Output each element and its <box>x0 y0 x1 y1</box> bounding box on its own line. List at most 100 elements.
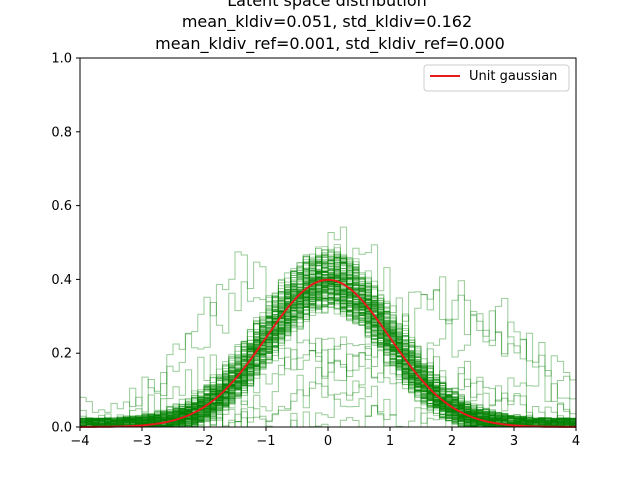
histogram-step-line <box>80 251 576 428</box>
histogram-step-line <box>80 256 577 428</box>
histogram-step-line <box>79 274 577 428</box>
histogram-step-line-outlier <box>79 251 577 428</box>
histogram-step-line-outlier <box>80 349 577 428</box>
histogram-step-line <box>79 274 577 428</box>
histogram-step-line <box>79 268 577 428</box>
histogram-step-line <box>79 278 577 428</box>
histogram-step-line <box>80 282 576 428</box>
x-tick-label: −2 <box>194 434 213 449</box>
histogram-step-line <box>79 254 576 428</box>
plot-area <box>80 58 576 427</box>
histogram-step-line <box>80 256 577 428</box>
histogram-step-line <box>80 272 577 428</box>
histogram-step-line <box>80 254 576 428</box>
legend-box <box>423 64 570 92</box>
histogram-step-line <box>80 283 576 428</box>
histogram-step-line <box>79 255 577 428</box>
histogram-step-line <box>79 280 577 428</box>
histogram-step-line <box>80 274 577 428</box>
histogram-step-line <box>80 257 576 428</box>
histogram-step-line <box>80 254 577 428</box>
histogram-step-line <box>79 280 576 428</box>
histogram-step-line <box>80 262 576 428</box>
histogram-step-line <box>79 282 577 428</box>
histogram-step-line <box>80 275 576 428</box>
y-tick-label: 0.6 <box>51 199 72 214</box>
title-line-3: mean_kldiv_ref=0.001, std_kldiv_ref=0.00… <box>155 34 505 54</box>
histogram-step-line <box>79 285 576 428</box>
x-tick-label: −3 <box>132 434 151 449</box>
histogram-step-line <box>79 262 577 428</box>
x-tick-label: 0 <box>324 434 332 449</box>
histogram-step-line <box>79 276 576 428</box>
histogram-step-line <box>79 275 576 428</box>
histogram-step-line <box>80 258 577 428</box>
histogram-step-line <box>79 268 577 428</box>
y-tick-label: 0.0 <box>51 421 72 436</box>
x-tick-label: 3 <box>510 434 518 449</box>
series-lines <box>79 278 577 428</box>
legend-label-unit-gaussian: Unit gaussian <box>469 69 557 84</box>
series-line-unit-gaussian <box>79 278 577 428</box>
histogram-step-line <box>80 248 576 428</box>
histogram-step-line <box>79 285 576 428</box>
histogram-step-line <box>80 277 576 428</box>
histogram-step-line <box>79 256 577 428</box>
title-line-2: mean_kldiv=0.051, std_kldiv=0.162 <box>182 12 472 32</box>
histogram-step-line <box>80 271 576 428</box>
histogram-step-line <box>79 271 576 428</box>
histogram-step-line <box>79 259 576 428</box>
histogram-step-line-outlier <box>79 333 577 428</box>
histogram-step-line <box>80 270 576 428</box>
x-tick-label: −1 <box>256 434 275 449</box>
histogram-step-line <box>79 262 577 428</box>
title-line-1: Latent space distribution <box>227 0 427 10</box>
histogram-step-line <box>80 263 577 428</box>
histogram-step-line <box>80 246 576 428</box>
histogram-step-line-outlier <box>79 337 576 428</box>
histogram-step-line <box>79 256 577 428</box>
histogram-step-line <box>80 275 577 428</box>
legend: Unit gaussian <box>423 64 570 92</box>
chart-title: Latent space distribution mean_kldiv=0.0… <box>155 0 505 54</box>
histogram-step-line <box>80 271 576 428</box>
histogram-step-line <box>80 278 577 428</box>
histogram-step-line <box>80 277 577 428</box>
x-tick-label: 2 <box>448 434 456 449</box>
histogram-step-line <box>79 284 576 428</box>
histogram-step-line <box>80 256 577 428</box>
histogram-step-line <box>79 271 576 428</box>
histogram-step-line <box>79 278 577 428</box>
histogram-step-line <box>80 259 576 428</box>
histogram-step-line <box>80 290 576 428</box>
histogram-step-line <box>80 276 577 428</box>
histogram-step-line <box>80 271 576 428</box>
histogram-step-line <box>79 278 577 428</box>
y-axis: 0.0 0.2 0.4 0.6 0.8 1.0 <box>51 52 80 436</box>
histogram-step-line <box>80 252 576 428</box>
histogram-step-line <box>79 262 577 428</box>
histogram-step-line <box>80 275 576 428</box>
histogram-step-line <box>80 284 576 428</box>
x-tick-label: 4 <box>572 434 580 449</box>
x-axis: −4 −3 −2 −1 0 1 2 3 4 <box>70 427 580 449</box>
histogram-step-line <box>80 262 576 428</box>
histogram-step-line <box>80 255 577 428</box>
x-tick-label: −4 <box>70 434 89 449</box>
histogram-step-line <box>80 248 576 428</box>
histogram-step-line <box>80 271 576 428</box>
histogram-step-line <box>80 261 577 428</box>
histogram-step-line <box>80 258 576 428</box>
histogram-step-line <box>79 273 576 428</box>
y-tick-label: 0.4 <box>51 273 72 288</box>
histogram-step-line <box>80 262 576 428</box>
histogram-step-line <box>80 270 576 428</box>
histogram-step-line <box>79 255 576 428</box>
histogram-step-line <box>80 269 576 428</box>
y-tick-label: 1.0 <box>51 52 72 67</box>
histogram-step-line <box>79 261 576 428</box>
histogram-step-line <box>79 251 576 428</box>
x-tick-label: 1 <box>386 434 394 449</box>
y-tick-label: 0.8 <box>51 125 72 140</box>
